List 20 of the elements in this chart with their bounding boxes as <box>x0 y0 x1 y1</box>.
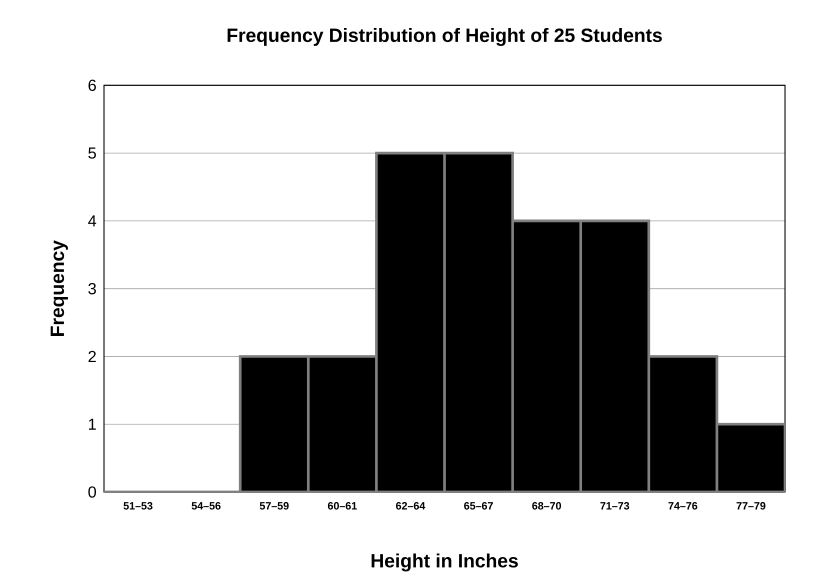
y-axis-title: Frequency <box>50 240 68 336</box>
x-tick-label: 65–67 <box>464 502 493 510</box>
y-tick-label: 1 <box>88 418 96 430</box>
x-tick-label: 77–79 <box>736 502 766 510</box>
y-tick-label: 4 <box>88 215 96 226</box>
x-tick-label: 54–56 <box>192 502 221 510</box>
x-axis-title: Height in Inches <box>372 553 518 572</box>
y-tick-label: 2 <box>88 350 96 362</box>
x-tick-label: 62–64 <box>396 502 426 510</box>
x-tick-label: 57–59 <box>260 502 289 510</box>
y-tick-label: 3 <box>88 283 96 294</box>
x-tick-label: 60–61 <box>328 502 357 510</box>
y-tick-label: 5 <box>88 148 96 159</box>
x-tick-label: 74–76 <box>668 502 698 510</box>
y-tick-label: 0 <box>88 486 96 498</box>
x-tick-label: 71–73 <box>600 502 630 510</box>
x-tick-label: 51–53 <box>124 502 152 510</box>
y-tick-label: 6 <box>88 80 96 91</box>
x-tick-label: 68–70 <box>532 502 562 510</box>
chart-title: Frequency Distribution of Height of 25 Students <box>228 28 662 46</box>
